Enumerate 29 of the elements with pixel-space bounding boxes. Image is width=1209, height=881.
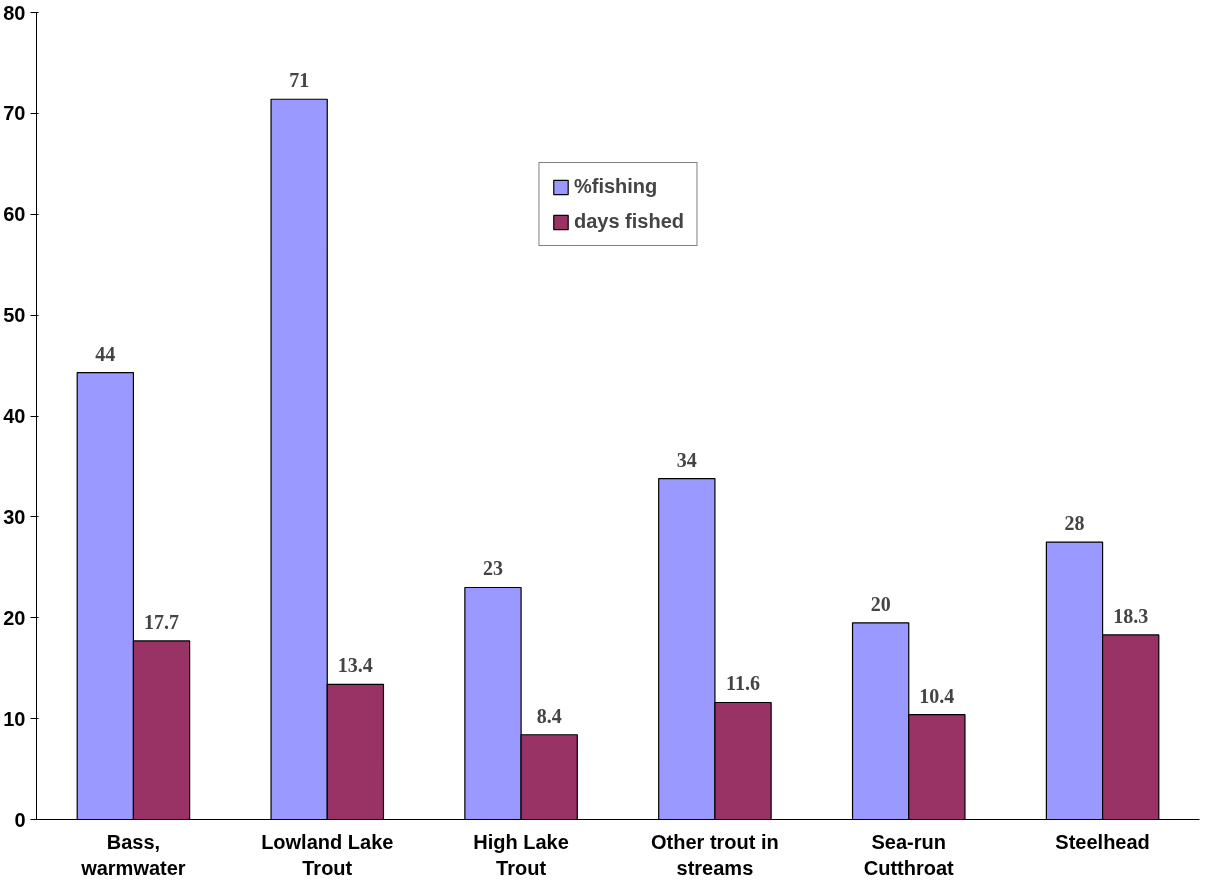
- y-tick-label: 70: [3, 102, 26, 125]
- x-tick-label: Lowland Lake Trout: [261, 830, 394, 879]
- y-tick-label: 10: [3, 707, 26, 730]
- y-tick-label: 30: [3, 505, 26, 528]
- data-label: 23: [482, 557, 503, 580]
- data-label: 11.6: [726, 672, 760, 695]
- data-label: 17.7: [144, 610, 180, 633]
- data-label: 13.4: [337, 654, 373, 677]
- legend-label: %fishing: [573, 175, 658, 198]
- y-tick-label: 80: [3, 1, 26, 24]
- data-label: 20: [870, 592, 891, 615]
- data-label: 18.3: [1113, 604, 1149, 627]
- x-tick-label: Steelhead: [1055, 830, 1150, 853]
- data-label: 34: [676, 448, 697, 471]
- x-tick-label: Other trout in streams: [651, 830, 779, 879]
- y-tick-label: 20: [3, 606, 26, 629]
- legend-label: days fished: [573, 210, 685, 233]
- x-tick-label: High Lake Trout: [473, 830, 569, 879]
- data-label: 8.4: [536, 704, 562, 727]
- y-tick-label: 50: [3, 304, 26, 327]
- data-label: 71: [289, 69, 310, 92]
- y-tick-label: 40: [3, 405, 26, 427]
- y-tick-label: 60: [3, 203, 26, 226]
- data-label: 44: [95, 342, 116, 365]
- x-tick-label: Bass, warmwater: [80, 830, 186, 879]
- y-tick-label: 0: [14, 808, 26, 831]
- data-label: 10.4: [919, 684, 955, 707]
- data-label: 28: [1064, 512, 1085, 535]
- x-tick-label: Sea-run Cutthroat: [863, 830, 955, 879]
